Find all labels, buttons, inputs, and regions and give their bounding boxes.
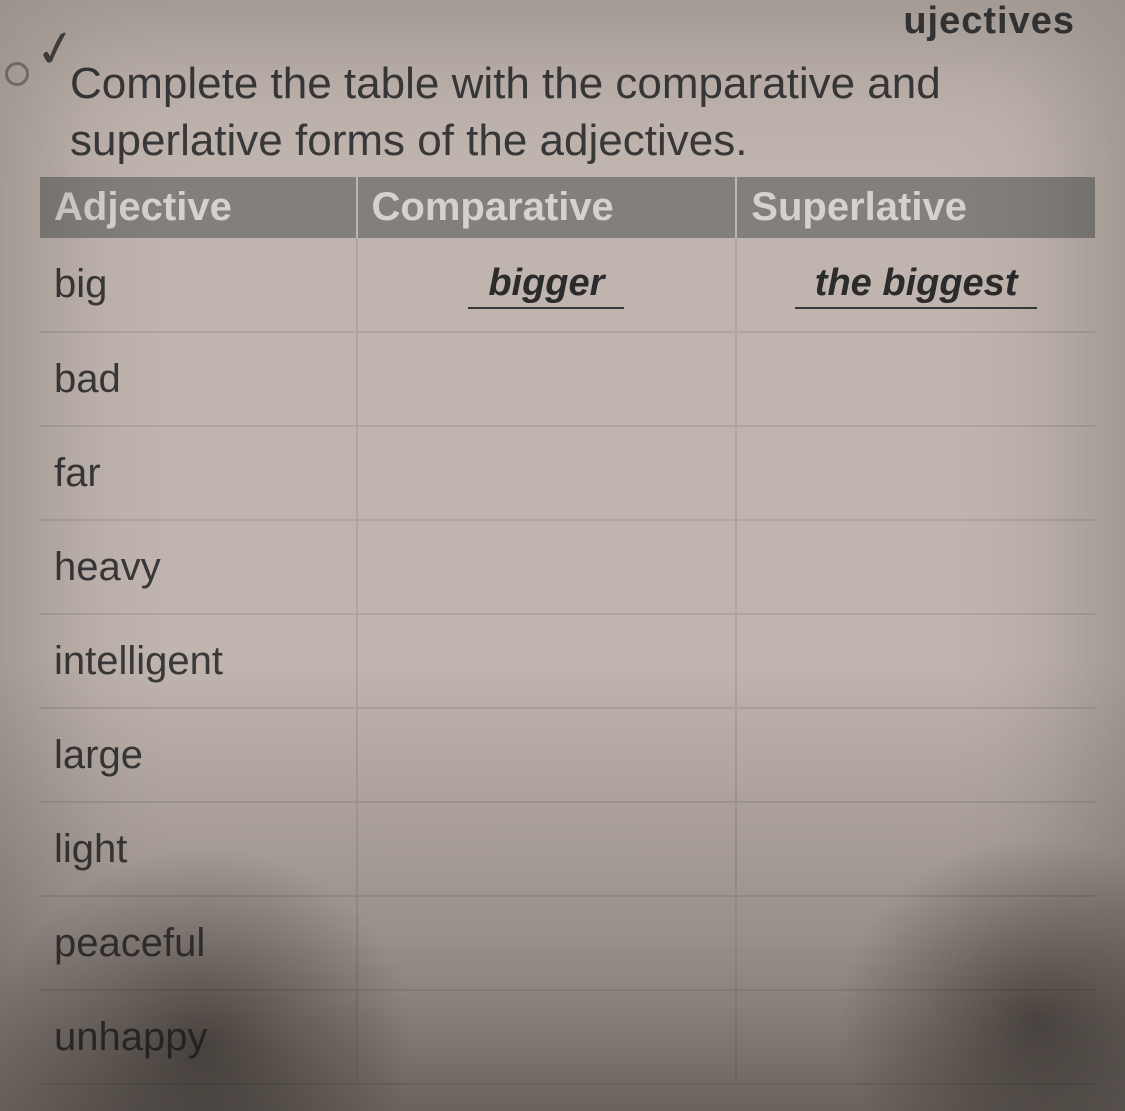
adjective-cell: far xyxy=(40,426,357,520)
comparative-cell[interactable] xyxy=(357,332,737,426)
adjective-cell: large xyxy=(40,708,357,802)
comparative-answer: bigger xyxy=(468,262,624,309)
comparative-cell[interactable] xyxy=(357,990,737,1084)
table-row: unhappy xyxy=(40,990,1095,1084)
adjective-cell: heavy xyxy=(40,520,357,614)
comparative-cell[interactable] xyxy=(357,708,737,802)
adjective-table-container: Adjective Comparative Superlative bigbig… xyxy=(40,177,1095,1085)
superlative-answer: the biggest xyxy=(795,262,1038,309)
col-superlative: Superlative xyxy=(736,177,1095,238)
superlative-cell[interactable]: the biggest xyxy=(736,238,1095,332)
checkmark-annotation: ✓ xyxy=(30,17,81,81)
table-row: bad xyxy=(40,332,1095,426)
col-comparative: Comparative xyxy=(357,177,737,238)
col-adjective: Adjective xyxy=(40,177,357,238)
comparative-cell[interactable] xyxy=(357,426,737,520)
comparative-cell[interactable] xyxy=(357,896,737,990)
superlative-cell[interactable] xyxy=(736,802,1095,896)
adjective-cell: peaceful xyxy=(40,896,357,990)
superlative-cell[interactable] xyxy=(736,990,1095,1084)
table-row: large xyxy=(40,708,1095,802)
table-row: peaceful xyxy=(40,896,1095,990)
table-header-row: Adjective Comparative Superlative xyxy=(40,177,1095,238)
exercise-bullet xyxy=(5,62,29,86)
table-row: light xyxy=(40,802,1095,896)
comparative-cell[interactable] xyxy=(357,520,737,614)
superlative-cell[interactable] xyxy=(736,708,1095,802)
instruction-text: Complete the table with the comparative … xyxy=(70,55,1095,169)
superlative-cell[interactable] xyxy=(736,614,1095,708)
table-row: intelligent xyxy=(40,614,1095,708)
adjective-cell: light xyxy=(40,802,357,896)
superlative-cell[interactable] xyxy=(736,520,1095,614)
adjective-cell: unhappy xyxy=(40,990,357,1084)
comparative-cell[interactable]: bigger xyxy=(357,238,737,332)
superlative-cell[interactable] xyxy=(736,426,1095,520)
superlative-cell[interactable] xyxy=(736,332,1095,426)
comparative-cell[interactable] xyxy=(357,802,737,896)
superlative-cell[interactable] xyxy=(736,896,1095,990)
adjective-table: Adjective Comparative Superlative bigbig… xyxy=(40,177,1095,1085)
adjective-cell: big xyxy=(40,238,357,332)
comparative-cell[interactable] xyxy=(357,614,737,708)
adjective-cell: bad xyxy=(40,332,357,426)
table-row: far xyxy=(40,426,1095,520)
table-row: heavy xyxy=(40,520,1095,614)
header-fragment: ujectives xyxy=(903,0,1075,43)
worksheet-page: ujectives ✓ Complete the table with the … xyxy=(0,0,1125,1111)
adjective-cell: intelligent xyxy=(40,614,357,708)
table-row: big bigger the biggest xyxy=(40,238,1095,332)
